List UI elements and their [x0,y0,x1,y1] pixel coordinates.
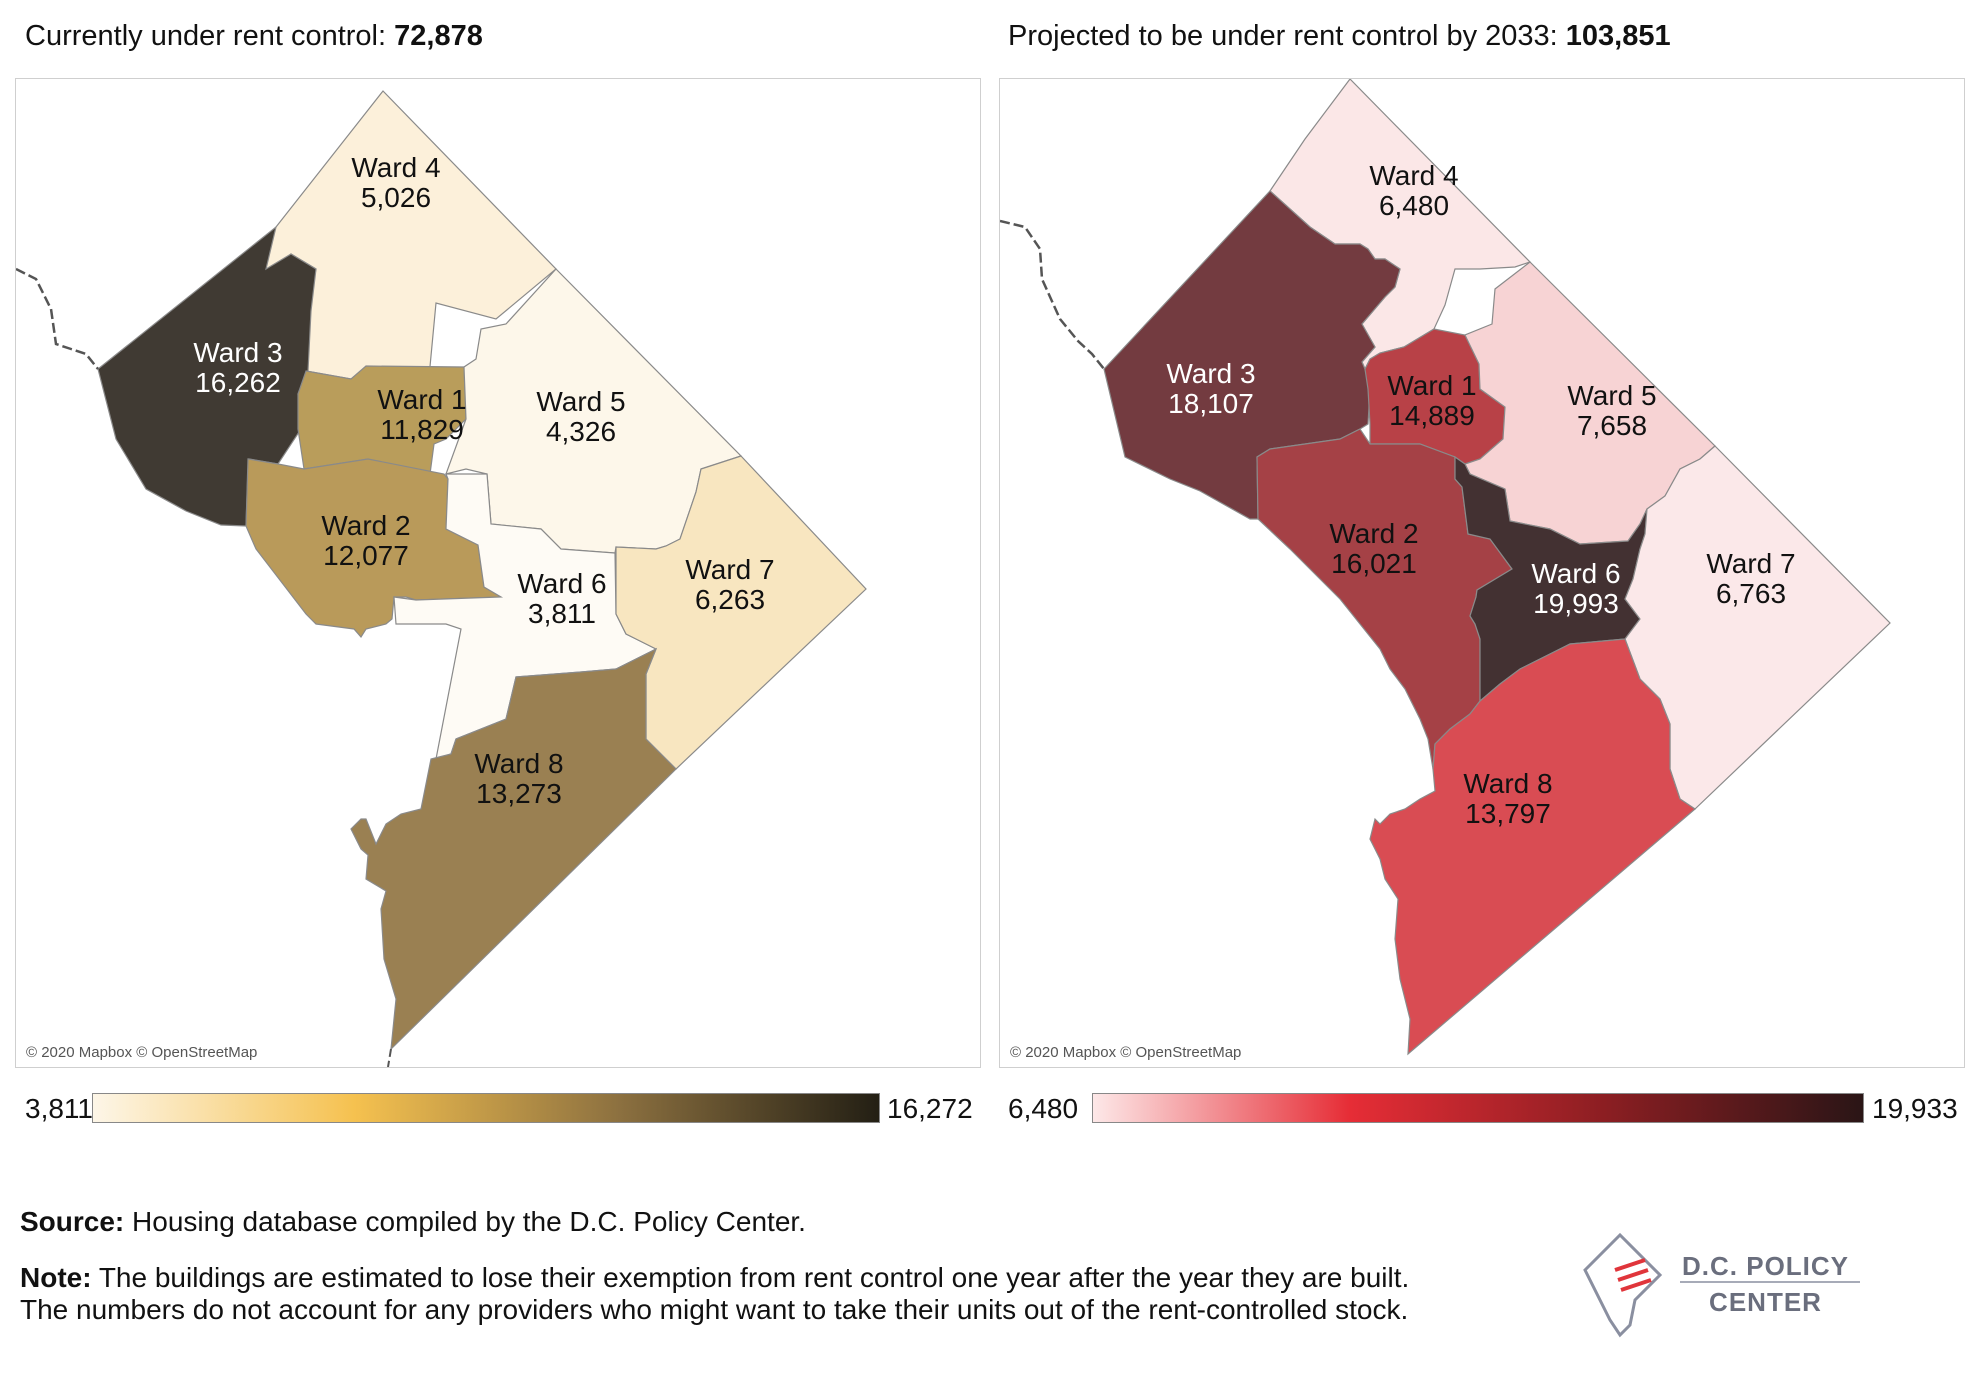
right-ward-2-label: Ward 2 16,021 [1329,518,1418,579]
right-map-svg: Ward 4 6,480 Ward 3 18,107 Ward 1 14,889 Wa… [1000,79,1891,1056]
right-ward-6-label: Ward 6 19,993 [1531,558,1620,619]
left-river-boundary [16,267,99,370]
left-panel-title: Currently under rent control: 72,878 [25,20,483,53]
left-ward-labels: Ward 4 5,026 Ward 3 16,262 Ward 1 11,829 Wa… [193,152,774,809]
logo-line-1: D.C. POLICY [1682,1251,1850,1281]
right-legend-min: 6,480 [1008,1093,1079,1124]
right-river-boundary [1000,219,1105,370]
left-ward-2-label: Ward 2 12,077 [321,510,410,571]
left-ward-1-region[interactable] [297,365,467,475]
left-legend-max: 16,272 [887,1093,973,1124]
left-ward-2-region[interactable] [245,458,504,639]
logo-wordmark: D.C. POLICY CENTER [1682,1248,1849,1320]
left-ward-3-label: Ward 3 16,262 [193,337,282,398]
logo-line-2: CENTER [1709,1287,1822,1317]
right-ward-4-label: Ward 4 6,480 [1369,160,1458,221]
left-ward-5-label: Ward 5 4,326 [536,386,625,447]
right-ward-3-region[interactable] [1103,190,1401,520]
left-title-value: 72,878 [394,20,483,52]
left-map-svg: Ward 4 5,026 Ward 3 16,262 Ward 1 11,829 Wa… [16,90,867,1067]
right-panel-title: Projected to be under rent control by 20… [1008,20,1671,53]
left-legend-gradient [92,1093,880,1123]
left-map-attribution: © 2020 Mapbox © OpenStreetMap [26,1044,258,1061]
note-text: The buildings are estimated to lose thei… [20,1262,1410,1325]
right-ward-7-label: Ward 7 6,763 [1706,548,1795,609]
dc-diamond-icon [1583,1232,1663,1338]
source-label: Source: [20,1206,125,1237]
right-legend-gradient [1092,1093,1864,1123]
left-ward-8-region[interactable] [350,647,677,1051]
left-map[interactable]: Ward 4 5,026 Ward 3 16,262 Ward 1 11,829 Wa… [15,78,981,1068]
right-ward-5-label: Ward 5 7,658 [1567,380,1656,441]
left-ward-6-label: Ward 6 3,811 [517,568,606,629]
source-text: Housing database compiled by the D.C. Po… [124,1206,806,1237]
right-ward-8-label: Ward 8 13,797 [1463,768,1552,829]
left-ward-1-label: Ward 1 11,829 [377,384,466,445]
left-ward-4-label: Ward 4 5,026 [351,152,440,213]
right-ward-labels: Ward 4 6,480 Ward 3 18,107 Ward 1 14,889 Wa… [1166,160,1795,829]
right-title-value: 103,851 [1565,20,1671,52]
left-ward-8-label: Ward 8 13,273 [474,748,563,809]
source-note: Source: Housing database compiled by the… [20,1206,1460,1238]
left-southern-boundary [387,1048,392,1067]
right-map[interactable]: Ward 4 6,480 Ward 3 18,107 Ward 1 14,889 Wa… [999,78,1965,1068]
left-ward-7-label: Ward 7 6,263 [685,554,774,615]
left-legend-min: 3,811 [25,1093,93,1124]
right-map-attribution: © 2020 Mapbox © OpenStreetMap [1010,1044,1242,1061]
right-legend-max: 19,933 [1872,1093,1958,1124]
note-text-block: Note: The buildings are estimated to los… [20,1262,1460,1326]
left-title-prefix: Currently under rent control: [25,20,395,52]
right-ward-3-label: Ward 3 18,107 [1166,358,1255,419]
right-ward-8-region[interactable] [1369,638,1696,1056]
dc-policy-center-logo [1583,1232,1860,1338]
right-ward-1-label: Ward 1 14,889 [1387,370,1476,431]
right-title-prefix: Projected to be under rent control by 20… [1008,20,1566,52]
note-label: Note: [20,1262,92,1293]
